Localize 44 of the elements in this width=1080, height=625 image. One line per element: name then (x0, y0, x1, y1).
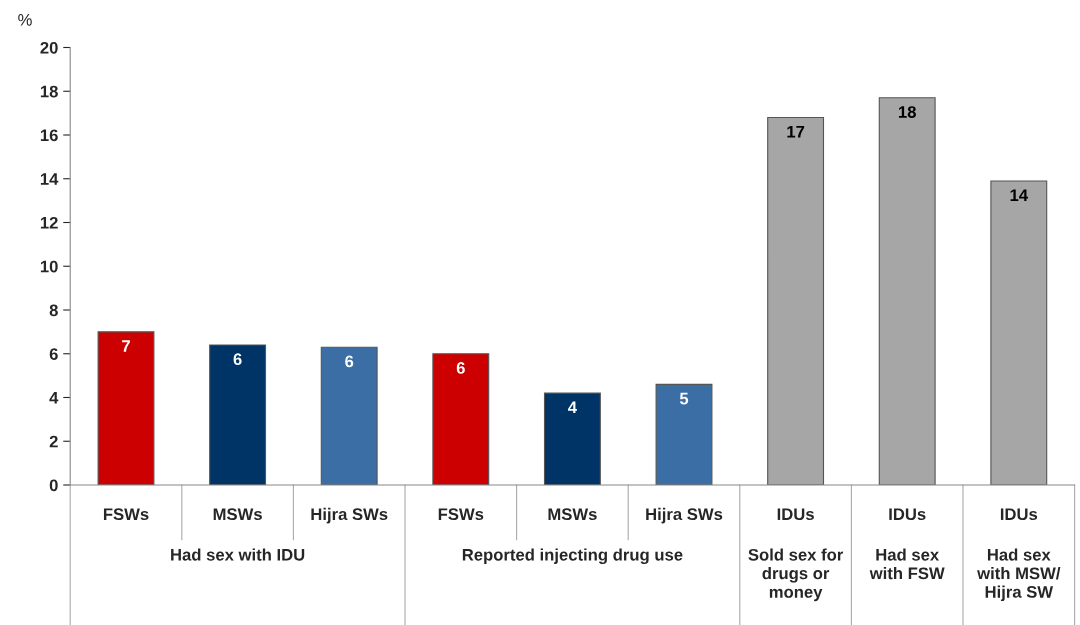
data-label: 6 (456, 362, 465, 374)
y-tick-label: 10 (40, 260, 58, 273)
bar (878, 97, 936, 485)
x-tick-label: FSWs (103, 508, 149, 521)
text: Sold sex for drugs or money (748, 548, 844, 602)
x-tick-label: FSWs (438, 508, 484, 521)
text: Reported injecting drug use (462, 548, 683, 565)
y-tick-label: 2 (49, 435, 58, 448)
text: Had sex with IDU (171, 548, 305, 561)
bar (767, 116, 825, 485)
data-label: 17 (787, 125, 805, 138)
bar (320, 346, 378, 485)
bar (209, 344, 267, 485)
bar (543, 392, 601, 485)
data-label: 6 (345, 355, 354, 368)
bar (990, 180, 1048, 485)
bar (432, 353, 490, 485)
y-tick-label: 6 (49, 348, 58, 360)
data-label: 6 (233, 353, 242, 366)
y-tick-label: 20 (40, 41, 58, 54)
text: Had sex with FSW (869, 548, 945, 580)
x-tick-label: Hijra SWs (646, 507, 723, 524)
data-label: 5 (679, 392, 689, 405)
x-tick-label: MSWs (213, 508, 262, 521)
data-label: 7 (122, 340, 130, 352)
x-tick-label: Hijra SWs (311, 507, 388, 524)
x-tick-label: MSWs (548, 508, 597, 521)
y-tick-label: 8 (49, 304, 58, 317)
text: Had sex with MSW/ Hijra SW (977, 548, 1061, 602)
data-label: 14 (1010, 189, 1028, 201)
x-tick-label: IDUs (889, 508, 926, 521)
data-label: 4 (568, 401, 577, 414)
x-tick-label: IDUs (777, 508, 814, 521)
y-tick-label: 18 (40, 85, 58, 98)
y-tick-label: 4 (49, 392, 59, 404)
y-tick-label: 12 (40, 216, 58, 229)
x-tick-label: IDUs (1000, 508, 1038, 521)
y-tick-label: 14 (40, 173, 59, 185)
bar (655, 383, 713, 485)
y-tick-label: 0 (49, 479, 58, 492)
y-tick-label: 16 (40, 129, 58, 142)
y-axis-title: % (18, 13, 32, 26)
bar (97, 331, 155, 485)
data-label: 18 (898, 106, 916, 118)
